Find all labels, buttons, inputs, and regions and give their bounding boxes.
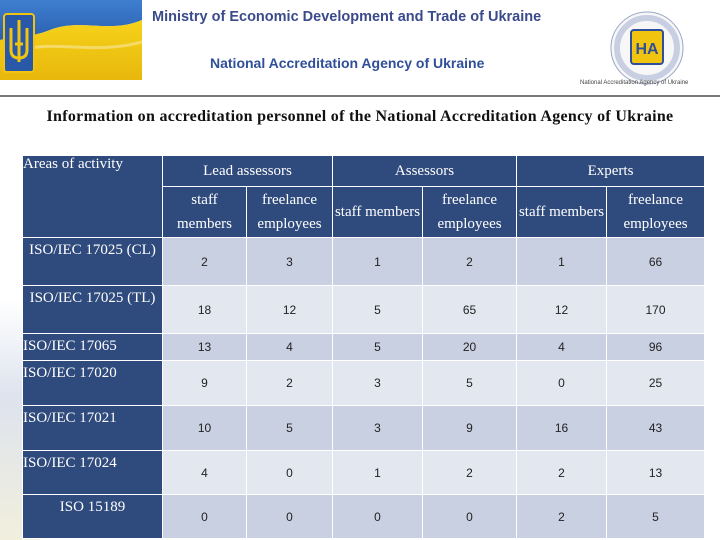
agency-logo: НА	[610, 11, 684, 85]
value-cell: 0	[422, 494, 518, 539]
logo-caption: National Accreditation Agency of Ukraine	[580, 80, 689, 86]
assessor-staff-members-header: staff members	[332, 186, 424, 238]
table-row: ISO 15189 0 0 0 0 2 5	[22, 494, 706, 539]
value-cell: 9	[422, 405, 518, 451]
area-label: ISO/IEC 17025 (TL)	[22, 285, 163, 334]
value-cell: 2	[162, 237, 247, 286]
expert-freelance-header: freelance employees	[606, 186, 706, 238]
value-cell: 5	[606, 494, 706, 539]
value-cell: 0	[245, 494, 334, 539]
table-row: ISO/IEC 17024 4 0 1 2 2 13	[22, 450, 706, 495]
value-cell: 0	[332, 494, 424, 539]
value-cell: 1	[332, 237, 424, 286]
area-label: ISO/IEC 17020	[22, 360, 163, 406]
areas-of-activity-header: Areas of activity	[22, 155, 163, 238]
header-divider	[0, 95, 720, 97]
table-row: ISO/IEC 17025 (CL) 2 3 1 2 1 66	[22, 237, 706, 286]
area-label: ISO/IEC 17024	[22, 450, 163, 495]
value-cell: 3	[245, 237, 334, 286]
value-cell: 3	[332, 360, 424, 406]
value-cell: 25	[606, 360, 706, 406]
value-cell: 0	[245, 450, 334, 495]
value-cell: 2	[516, 450, 608, 495]
value-cell: 10	[162, 405, 247, 451]
assessor-freelance-header: freelance employees	[422, 186, 518, 238]
value-cell: 4	[516, 333, 608, 361]
flag-trident-icon	[0, 0, 142, 80]
agency-name: National Accreditation Agency of Ukraine	[210, 55, 485, 71]
experts-header: Experts	[516, 155, 706, 187]
logo-mark-icon	[630, 29, 664, 65]
lead-freelance-header: freelance employees	[245, 186, 334, 238]
value-cell: 13	[606, 450, 706, 495]
value-cell: 96	[606, 333, 706, 361]
ministry-name: Ministry of Economic Development and Tra…	[152, 9, 542, 25]
value-cell: 9	[162, 360, 247, 406]
value-cell: 43	[606, 405, 706, 451]
table-row: ISO/IEC 17021 10 5 3 9 16 43	[22, 405, 706, 451]
value-cell: 4	[245, 333, 334, 361]
area-label: ISO/IEC 17065	[22, 333, 163, 361]
value-cell: 4	[162, 450, 247, 495]
value-cell: 2	[245, 360, 334, 406]
table-row: ISO/IEC 17025 (TL) 18 12 5 65 12 170	[22, 285, 706, 334]
value-cell: 20	[422, 333, 518, 361]
value-cell: 1	[516, 237, 608, 286]
assessors-header: Assessors	[332, 155, 518, 187]
value-cell: 13	[162, 333, 247, 361]
area-label: ISO/IEC 17025 (CL)	[22, 237, 163, 286]
area-label: ISO 15189	[22, 494, 163, 539]
value-cell: 5	[245, 405, 334, 451]
value-cell: 170	[606, 285, 706, 334]
value-cell: 5	[422, 360, 518, 406]
value-cell: 18	[162, 285, 247, 334]
value-cell: 3	[332, 405, 424, 451]
table-row: ISO/IEC 17065 13 4 5 20 4 96	[22, 333, 706, 361]
value-cell: 1	[332, 450, 424, 495]
header: Ministry of Economic Development and Tra…	[0, 0, 720, 97]
area-label: ISO/IEC 17021	[22, 405, 163, 451]
value-cell: 66	[606, 237, 706, 286]
value-cell: 12	[516, 285, 608, 334]
personnel-table: Areas of activity Lead assessors Assesso…	[22, 155, 706, 539]
value-cell: 0	[162, 494, 247, 539]
lead-assessors-header: Lead assessors	[161, 155, 334, 187]
logo-mark-text: НА	[635, 41, 659, 58]
value-cell: 12	[245, 285, 334, 334]
ukraine-flag-emblem	[0, 0, 142, 80]
value-cell: 0	[516, 360, 608, 406]
value-cell: 2	[422, 450, 518, 495]
page-title: Information on accreditation personnel o…	[46, 108, 674, 125]
value-cell: 5	[332, 333, 424, 361]
table-row: ISO/IEC 17020 9 2 3 5 0 25	[22, 360, 706, 406]
expert-staff-members-header: staff members	[516, 186, 608, 238]
value-cell: 5	[332, 285, 424, 334]
lead-staff-members-header: staff members	[162, 186, 247, 238]
value-cell: 2	[422, 237, 518, 286]
value-cell: 65	[422, 285, 518, 334]
value-cell: 16	[516, 405, 608, 451]
value-cell: 2	[516, 494, 608, 539]
